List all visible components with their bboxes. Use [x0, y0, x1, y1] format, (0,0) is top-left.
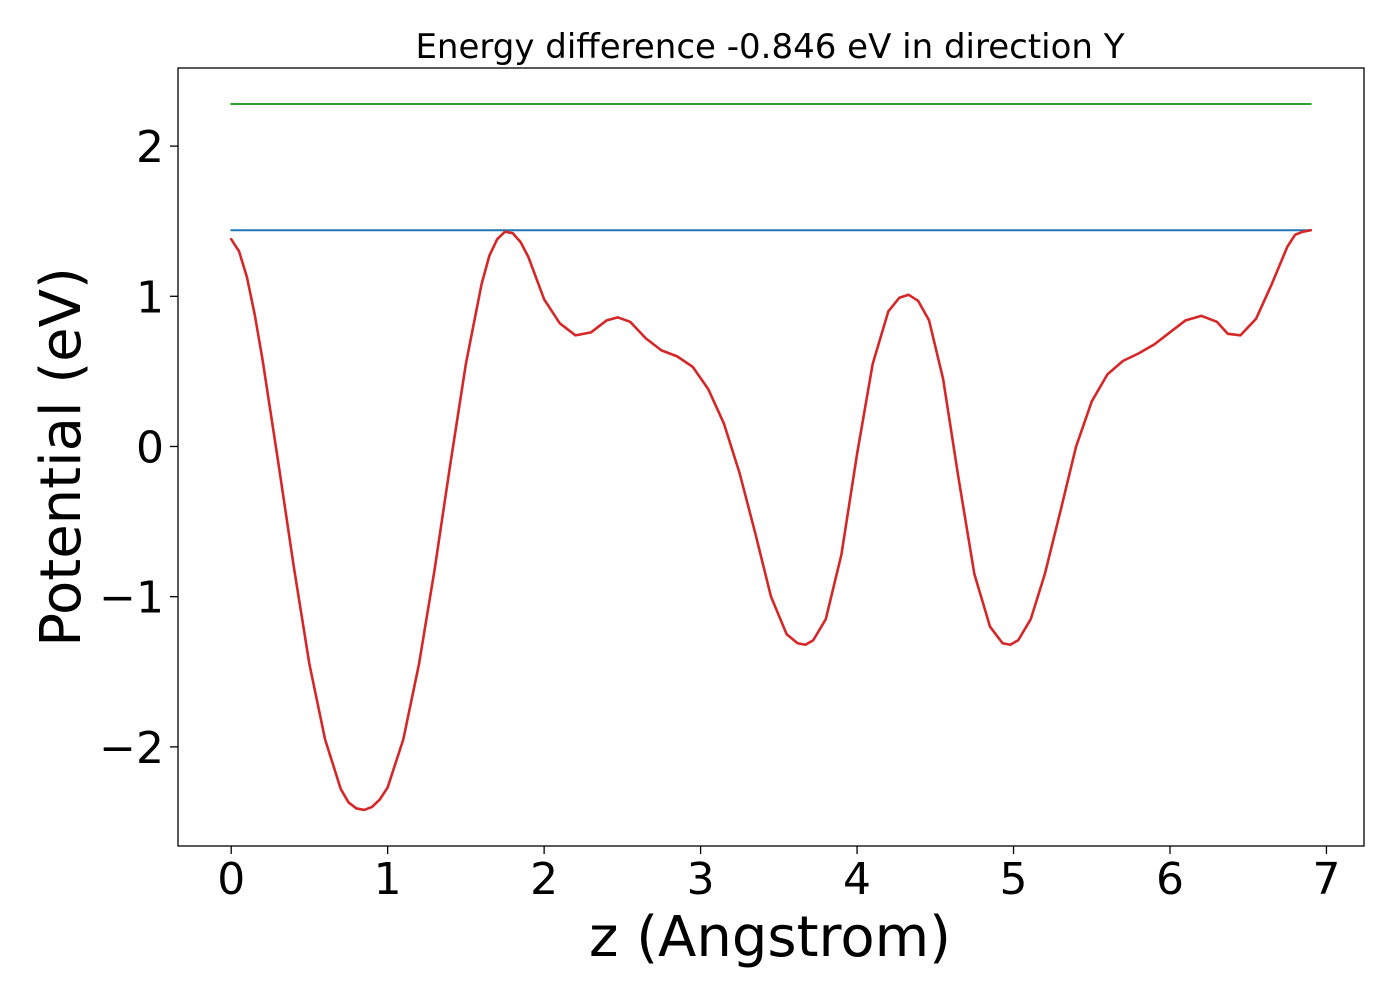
x-tick-label: 0	[217, 854, 245, 905]
x-tick-label: 6	[1156, 854, 1184, 905]
x-tick-label: 1	[374, 854, 402, 905]
y-axis-label: Potential (eV)	[29, 267, 94, 647]
x-axis-label: z (Angstrom)	[589, 905, 951, 970]
x-tick-label: 5	[1000, 854, 1028, 905]
y-tick-label: −2	[99, 723, 164, 774]
y-tick-label: 1	[136, 272, 164, 323]
y-axis: −2 −1 0 1 2	[99, 122, 178, 774]
plot-area	[177, 67, 1365, 847]
y-tick-label: −1	[99, 573, 164, 624]
y-tick-label: 2	[136, 122, 164, 173]
x-tick-label: 3	[687, 854, 715, 905]
series-layer	[229, 103, 1313, 812]
x-tick-label: 2	[530, 854, 558, 905]
x-tick-label: 4	[843, 854, 871, 905]
chart-title: Energy difference -0.846 eV in direction…	[415, 27, 1124, 67]
series-line-1	[229, 228, 1313, 812]
y-tick-label: 0	[136, 422, 164, 473]
plot-frame	[177, 67, 1365, 847]
x-tick-label: 7	[1312, 854, 1340, 905]
x-axis: 0 1 2 3 4 5 6 7	[217, 846, 1340, 905]
